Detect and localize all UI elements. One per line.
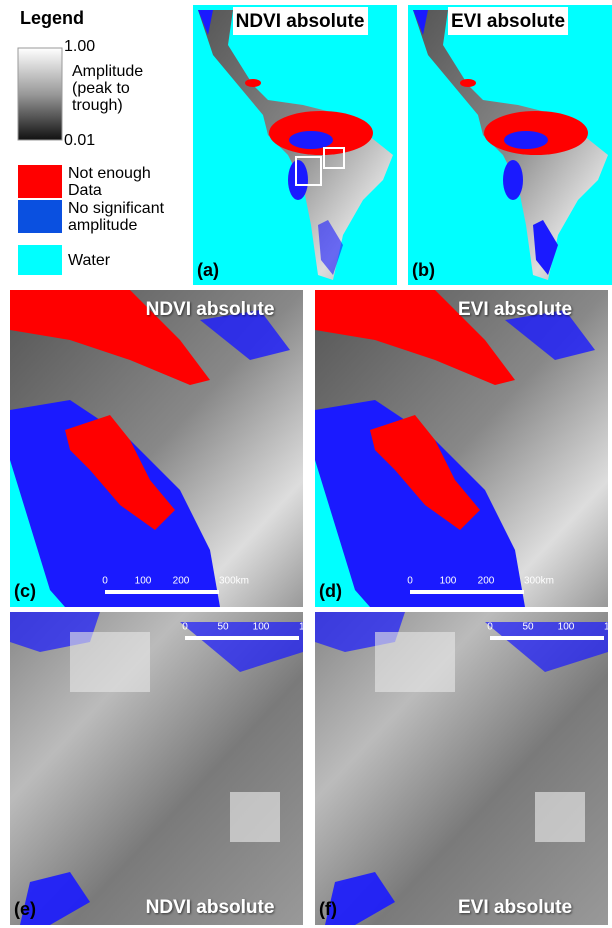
panel-title: EVI absolute: [458, 897, 572, 918]
scale-label: 0: [102, 576, 108, 587]
no-amplitude-area: [315, 612, 405, 652]
gradient-min: 0.01: [64, 132, 95, 149]
scale-label: 50: [522, 622, 534, 633]
bright-area: [70, 632, 150, 692]
title-box: [448, 7, 568, 35]
map-panel: EVI absolute (f) 0 50 100 150km: [315, 612, 612, 925]
legend-swatch: [18, 245, 62, 275]
legend-title: Legend: [20, 10, 84, 27]
no-data-area: [460, 79, 476, 87]
scale-bar: [105, 590, 219, 594]
panel-id: (b): [412, 260, 435, 280]
no-amplitude-area: [10, 612, 100, 652]
no-amplitude-area: [20, 872, 90, 925]
gradient-label: Amplitude (peak to trough): [72, 63, 182, 114]
scale-bar: [185, 636, 299, 640]
no-amplitude-area: [180, 622, 303, 672]
legend-label: Water: [68, 252, 110, 269]
land: [315, 290, 608, 607]
scale-label: 100: [135, 576, 152, 587]
scale-label: 0: [487, 622, 493, 633]
scale-label: 150km: [604, 622, 612, 633]
no-amplitude-area: [288, 160, 308, 200]
no-amplitude-area: [289, 131, 333, 149]
panel-title: NDVI absolute: [146, 299, 275, 320]
no-data-area: [484, 111, 588, 155]
water: [10, 460, 65, 607]
panel-id: (e): [14, 899, 36, 919]
no-data-area: [245, 79, 261, 87]
panel-id: (f): [319, 899, 337, 919]
legend-swatch: [18, 165, 62, 198]
legend-label: Not enough Data: [68, 165, 178, 199]
no-data-area: [269, 111, 373, 155]
legend-swatch: [18, 200, 62, 233]
no-data-area: [65, 415, 175, 530]
scale-label: 300km: [219, 576, 249, 587]
scale-label: 200: [173, 576, 190, 587]
bright-area: [535, 792, 585, 842]
no-amplitude-area: [200, 310, 290, 360]
page: Legend 1.00 Amplitude (peak to trough) 0…: [0, 0, 612, 928]
no-amplitude-area: [533, 220, 558, 275]
map-panel: NDVI absolute (a): [193, 5, 397, 285]
panel-title: EVI absolute: [458, 299, 572, 320]
panel-title: NDVI absolute: [146, 897, 275, 918]
panel-id: (a): [197, 260, 219, 280]
legend-label: No significant amplitude: [68, 200, 188, 234]
gradient-bar: [18, 48, 62, 140]
scale-label: 200: [478, 576, 495, 587]
bright-area: [375, 632, 455, 692]
scale-label: 100: [253, 622, 270, 633]
no-data-area: [315, 290, 515, 385]
scale-label: 0: [182, 622, 188, 633]
panel-id: (c): [14, 581, 36, 601]
scale-label: 50: [217, 622, 229, 633]
no-data-area: [10, 290, 210, 385]
no-amplitude-area: [10, 400, 220, 607]
water: [408, 5, 612, 285]
no-amplitude-area: [503, 160, 523, 200]
scale-label: 300km: [524, 576, 554, 587]
panel-title: EVI absolute: [451, 11, 565, 32]
water: [193, 5, 397, 285]
title-box: [233, 7, 368, 35]
map-panel: EVI absolute (b): [408, 5, 612, 285]
no-amplitude-area: [325, 872, 395, 925]
scale-bar: [490, 636, 604, 640]
zoom-box: [324, 148, 344, 168]
panel-id: (d): [319, 581, 342, 601]
map-panel: EVI absolute (d) 0 100 200 300km: [315, 290, 608, 607]
no-amplitude-area: [315, 400, 525, 607]
land: [315, 612, 608, 925]
land: [10, 290, 303, 607]
panel-title: NDVI absolute: [236, 11, 365, 32]
land: [10, 612, 303, 925]
scale-bar: [410, 590, 524, 594]
map-panel: NDVI absolute (c) 0 100 200 300km: [10, 290, 303, 607]
land: [413, 10, 608, 280]
scale-label: 150km: [299, 622, 329, 633]
gradient-max: 1.00: [64, 38, 95, 55]
no-amplitude-area: [413, 10, 428, 35]
no-amplitude-area: [318, 220, 343, 275]
water: [315, 460, 370, 607]
no-data-area: [370, 415, 480, 530]
zoom-box: [296, 157, 321, 185]
no-amplitude-area: [485, 622, 608, 672]
scale-label: 0: [407, 576, 413, 587]
no-amplitude-area: [505, 310, 595, 360]
bright-area: [230, 792, 280, 842]
land: [198, 10, 393, 280]
map-panel: NDVI absolute (e) 0 50 100 150km: [10, 612, 329, 925]
scale-label: 100: [440, 576, 457, 587]
no-amplitude-area: [504, 131, 548, 149]
scale-label: 100: [558, 622, 575, 633]
no-amplitude-area: [198, 10, 213, 35]
